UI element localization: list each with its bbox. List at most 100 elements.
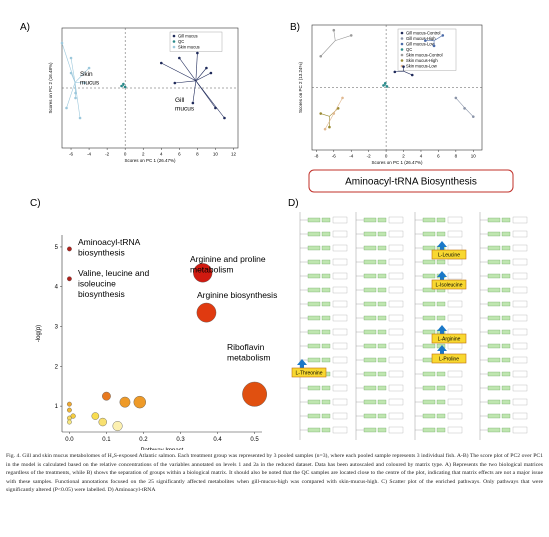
compound-box (388, 328, 404, 336)
enzyme-box (422, 329, 436, 335)
point (123, 85, 127, 89)
enzyme-box (363, 217, 377, 223)
compound-box (388, 356, 404, 364)
enzyme-box (422, 427, 436, 433)
enzyme-box (422, 217, 436, 223)
annotation: metabolism (190, 265, 233, 275)
x-tick-label: 10 (471, 154, 477, 159)
point (341, 96, 344, 100)
enzyme-box (501, 287, 511, 293)
point (87, 66, 91, 70)
centroid-line (195, 67, 207, 81)
enzyme-box (321, 245, 331, 251)
panel-label: D) (288, 198, 299, 209)
compound-box (512, 258, 528, 266)
enzyme-box (321, 273, 331, 279)
legend-box (397, 28, 457, 71)
compound-box (447, 258, 463, 266)
point (402, 65, 405, 68)
legend-marker (400, 42, 404, 46)
point (209, 71, 213, 75)
compound-box (512, 342, 528, 350)
point (120, 84, 123, 88)
x-axis-label: Pathway Impact (141, 448, 184, 450)
up-arrow (437, 241, 447, 250)
compound-box (388, 412, 404, 420)
enzyme-box (307, 245, 321, 251)
annotation: Valine, leucine and (78, 268, 149, 278)
up-arrow (437, 345, 447, 354)
enzyme-box (436, 315, 446, 321)
highlight-box (291, 367, 327, 378)
compound-box (388, 258, 404, 266)
enzyme-box (307, 329, 321, 335)
enzyme-box (422, 343, 436, 349)
compound-box (388, 272, 404, 280)
compound-box (512, 314, 528, 322)
point (83, 81, 86, 85)
enzyme-box (377, 371, 387, 377)
compound-box (388, 342, 404, 350)
enzyme-box (363, 245, 377, 251)
centroid-line (70, 57, 76, 83)
point (432, 44, 436, 48)
centroid-line (70, 72, 76, 83)
point (196, 51, 199, 55)
centroid-line (75, 82, 85, 84)
compound-box (512, 300, 528, 308)
enzyme-box (422, 371, 436, 377)
enzyme-box (321, 329, 331, 335)
enzyme-box (487, 315, 501, 321)
annotation: biosynthesis (78, 248, 125, 258)
enzyme-box (307, 385, 321, 391)
compound-box (447, 230, 463, 238)
bubble (102, 391, 111, 401)
bubble (67, 407, 72, 413)
enzyme-box (422, 231, 436, 237)
bubble (67, 276, 72, 282)
enzyme-box (487, 343, 501, 349)
enzyme-box (436, 413, 446, 419)
compound-box (512, 286, 528, 294)
enzyme-box (501, 385, 511, 391)
compound-box (332, 328, 348, 336)
y-tick-label: 4 (55, 285, 59, 291)
centroid-line (320, 40, 336, 57)
point (319, 112, 323, 115)
bubble (67, 415, 72, 421)
legend-label: Skin mucus-High (406, 58, 438, 63)
enzyme-box (307, 357, 321, 363)
enzyme-box (487, 259, 501, 265)
point (65, 106, 68, 110)
x-tick-label: 4 (420, 154, 423, 159)
x-tick-label: -6 (332, 154, 336, 159)
enzyme-box (377, 329, 387, 335)
centroid-line (320, 113, 330, 117)
enzyme-box (487, 413, 501, 419)
x-tick-label: 8 (455, 154, 458, 159)
legend-marker (400, 37, 404, 40)
enzyme-box (436, 371, 446, 377)
compound-box (512, 328, 528, 336)
enzyme-box (307, 287, 321, 293)
enzyme-box (422, 273, 436, 279)
highlight-box (431, 333, 467, 344)
compound-box (447, 426, 463, 434)
compound-box (332, 398, 348, 406)
centroid-line (394, 70, 404, 73)
enzyme-box (436, 231, 446, 237)
centroid-line (66, 82, 76, 109)
bubble (98, 417, 107, 427)
enzyme-box (307, 427, 321, 433)
compound-label: L-Leucine (438, 252, 460, 258)
x-tick-label: -2 (367, 154, 371, 159)
legend-label: Skin mucus-Control (406, 53, 443, 58)
point (336, 107, 340, 110)
x-tick-label: 0 (385, 154, 388, 159)
up-arrow (297, 359, 307, 368)
enzyme-box (422, 301, 436, 307)
compound-box (512, 370, 528, 378)
centroid-line (174, 80, 196, 84)
x-tick-label: 4 (160, 152, 163, 157)
